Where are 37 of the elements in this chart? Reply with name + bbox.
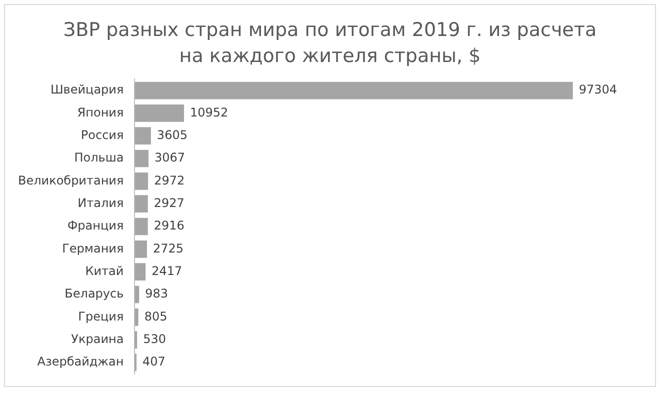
y-tick-label: Италия xyxy=(78,196,124,210)
bar xyxy=(134,308,138,326)
y-tick-label: Япония xyxy=(77,105,124,120)
bar xyxy=(134,104,184,122)
bar xyxy=(134,82,573,100)
y-tick-label: Беларусь xyxy=(64,286,124,301)
chart-title: ЗВР разных стран мира по итогам 2019 г. из расчета на каждого жителя страны, $ xyxy=(62,18,598,69)
data-label: 2927 xyxy=(154,196,184,210)
data-label: 2417 xyxy=(152,264,182,278)
y-tick-label: Швейцария xyxy=(50,82,124,97)
data-label: 3605 xyxy=(156,128,188,142)
bar xyxy=(134,218,148,236)
y-tick-label: Греция xyxy=(78,309,124,324)
bar xyxy=(134,195,148,213)
y-tick-label: Франция xyxy=(67,218,124,233)
data-label: 805 xyxy=(144,309,168,324)
y-tick-label: Украина xyxy=(71,332,124,346)
y-tick-label: Великобритания xyxy=(18,173,124,188)
data-label: 2972 xyxy=(154,173,185,188)
data-label: 3067 xyxy=(154,150,186,165)
data-label: 983 xyxy=(145,286,168,301)
data-label: 2916 xyxy=(154,218,184,233)
data-label: 530 xyxy=(143,332,166,346)
y-tick-label: Германия xyxy=(62,241,124,256)
y-tick-label: Азербайджан xyxy=(37,354,124,369)
data-label: 407 xyxy=(142,354,166,369)
data-label: 97304 xyxy=(578,82,618,97)
bar xyxy=(134,127,151,145)
bar xyxy=(134,263,146,280)
bar xyxy=(134,172,148,190)
y-tick-label: Россия xyxy=(80,128,124,142)
data-label: 2725 xyxy=(152,241,184,256)
y-tick-label: Польша xyxy=(74,150,124,165)
bar xyxy=(134,150,149,168)
bar xyxy=(134,240,147,258)
y-tick-label: Китай xyxy=(85,264,124,278)
data-label: 10952 xyxy=(190,105,228,120)
